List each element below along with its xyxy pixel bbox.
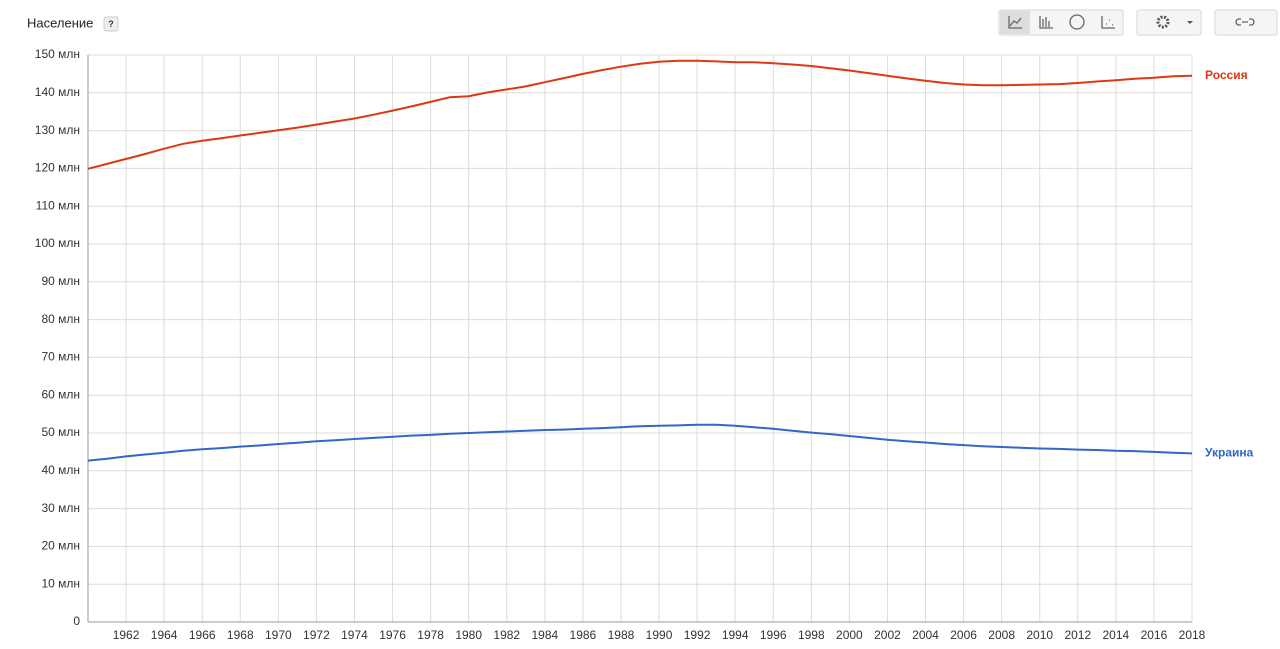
x-tick-label: 1992: [684, 628, 711, 642]
x-tick-label: 1990: [646, 628, 673, 642]
help-badge[interactable]: [103, 16, 119, 32]
y-tick-label: 80 млн: [41, 312, 80, 326]
line-chart-button[interactable]: [1000, 11, 1030, 34]
bar-icon[interactable]: [1039, 16, 1053, 29]
x-tick-label: 1964: [151, 628, 178, 642]
x-tick-label: 1982: [493, 628, 520, 642]
chart-title: Население: [27, 15, 93, 30]
y-tick-label: 90 млн: [41, 274, 80, 288]
toolbar: [998, 9, 1278, 36]
y-tick-label: 20 млн: [41, 539, 80, 553]
x-tick-label: 1970: [265, 628, 292, 642]
y-tick-label: 130 млн: [35, 123, 80, 137]
x-tick-label: 1978: [417, 628, 444, 642]
x-tick-label: 1986: [570, 628, 597, 642]
map-icon[interactable]: [1069, 14, 1085, 30]
x-tick-label: 1976: [379, 628, 406, 642]
link-icon: [1235, 18, 1255, 26]
scatter-icon[interactable]: [1101, 16, 1115, 29]
x-tick-label: 2004: [912, 628, 939, 642]
y-tick-label: 150 млн: [35, 47, 80, 61]
y-tick-label: 0: [73, 614, 80, 628]
series-label: Россия: [1205, 68, 1248, 82]
y-tick-label: 30 млн: [41, 501, 80, 515]
y-tick-label: 140 млн: [35, 85, 80, 99]
series-label: Украина: [1205, 446, 1254, 460]
y-tick-label: 10 млн: [41, 576, 80, 590]
help-text: ?: [108, 19, 114, 29]
x-tick-label: 1974: [341, 628, 368, 642]
x-tick-label: 2010: [1026, 628, 1053, 642]
x-tick-label: 1966: [189, 628, 216, 642]
y-tick-label: 110 млн: [36, 198, 80, 212]
y-tick-label: 100 млн: [35, 236, 80, 250]
x-tick-label: 1980: [455, 628, 482, 642]
x-tick-label: 2012: [1064, 628, 1091, 642]
dropdown-arrow: [1187, 21, 1193, 24]
x-tick-label: 2006: [950, 628, 977, 642]
x-tick-label: 2016: [1141, 628, 1168, 642]
x-tick-label: 1972: [303, 628, 330, 642]
line-icon: [1008, 16, 1022, 29]
y-tick-label: 60 млн: [41, 387, 80, 401]
x-tick-label: 2018: [1179, 628, 1206, 642]
series-line: [87, 423, 1193, 462]
gear-icon: [1156, 15, 1170, 29]
y-tick-label: 120 млн: [35, 161, 80, 175]
series-line: [87, 59, 1193, 170]
x-tick-label: 1994: [722, 628, 749, 642]
x-tick-label: 1968: [227, 628, 254, 642]
x-tick-label: 1962: [113, 628, 140, 642]
x-tick-label: 1988: [608, 628, 635, 642]
x-tick-label: 1984: [531, 628, 558, 642]
x-tick-label: 2008: [988, 628, 1015, 642]
y-tick-label: 40 млн: [41, 463, 80, 477]
x-tick-label: 2000: [836, 628, 863, 642]
x-tick-label: 1996: [760, 628, 787, 642]
x-tick-label: 2002: [874, 628, 901, 642]
x-tick-label: 2014: [1103, 628, 1130, 642]
y-tick-label: 50 млн: [41, 425, 80, 439]
x-tick-label: 1998: [798, 628, 825, 642]
y-tick-label: 70 млн: [41, 350, 80, 364]
